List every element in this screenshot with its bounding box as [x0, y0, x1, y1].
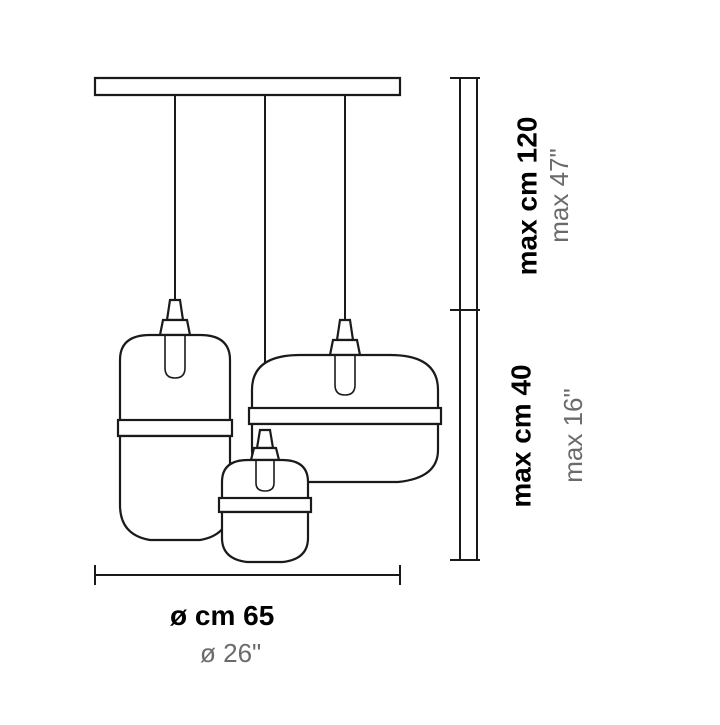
height-lower-in-label: max 16"	[558, 388, 589, 483]
drawing-svg	[0, 0, 720, 720]
technical-diagram: ø cm 65 ø 26" max cm 120 max 47" max cm …	[0, 0, 720, 720]
dim-right	[450, 78, 480, 560]
lamp-left	[118, 300, 232, 540]
height-upper-in-label: max 47"	[544, 148, 575, 243]
width-cm-label: ø cm 65	[170, 600, 274, 632]
height-upper-cm-label: max cm 120	[511, 117, 543, 276]
width-in-label: ø 26"	[200, 638, 261, 669]
height-lower-cm-label: max cm 40	[506, 364, 538, 507]
ceiling-plate	[95, 78, 400, 95]
dim-bottom	[95, 565, 400, 585]
